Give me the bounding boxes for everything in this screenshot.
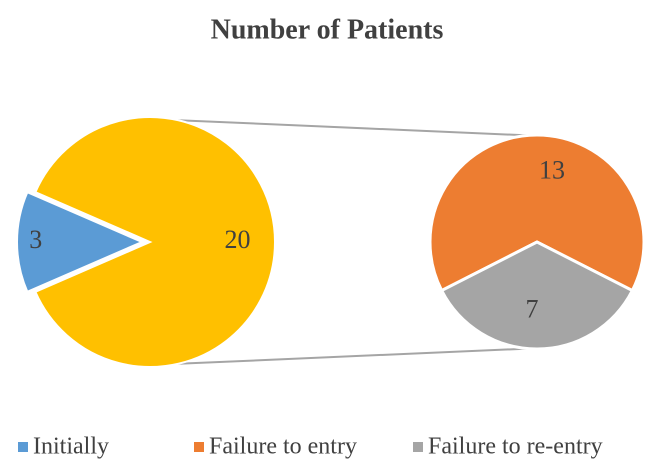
connector [178, 119, 528, 137]
legend-swatch [18, 442, 28, 452]
legend-swatch [413, 442, 423, 452]
data-label: 20 [225, 225, 251, 254]
pie-slice [34, 116, 276, 368]
legend-swatch [194, 442, 204, 452]
legend-label: Initially [33, 434, 109, 460]
pie-slice [439, 240, 635, 351]
legend-label: Failure to re-entry [428, 434, 603, 460]
connector [178, 347, 528, 365]
pie-slice [16, 190, 145, 294]
data-label: 13 [539, 155, 565, 184]
data-label: 7 [526, 295, 539, 324]
data-label: 3 [29, 225, 42, 254]
pie-slice [428, 133, 646, 293]
legend-label: Failure to entry [209, 434, 357, 460]
chart-title: Number of Patients [211, 14, 444, 45]
